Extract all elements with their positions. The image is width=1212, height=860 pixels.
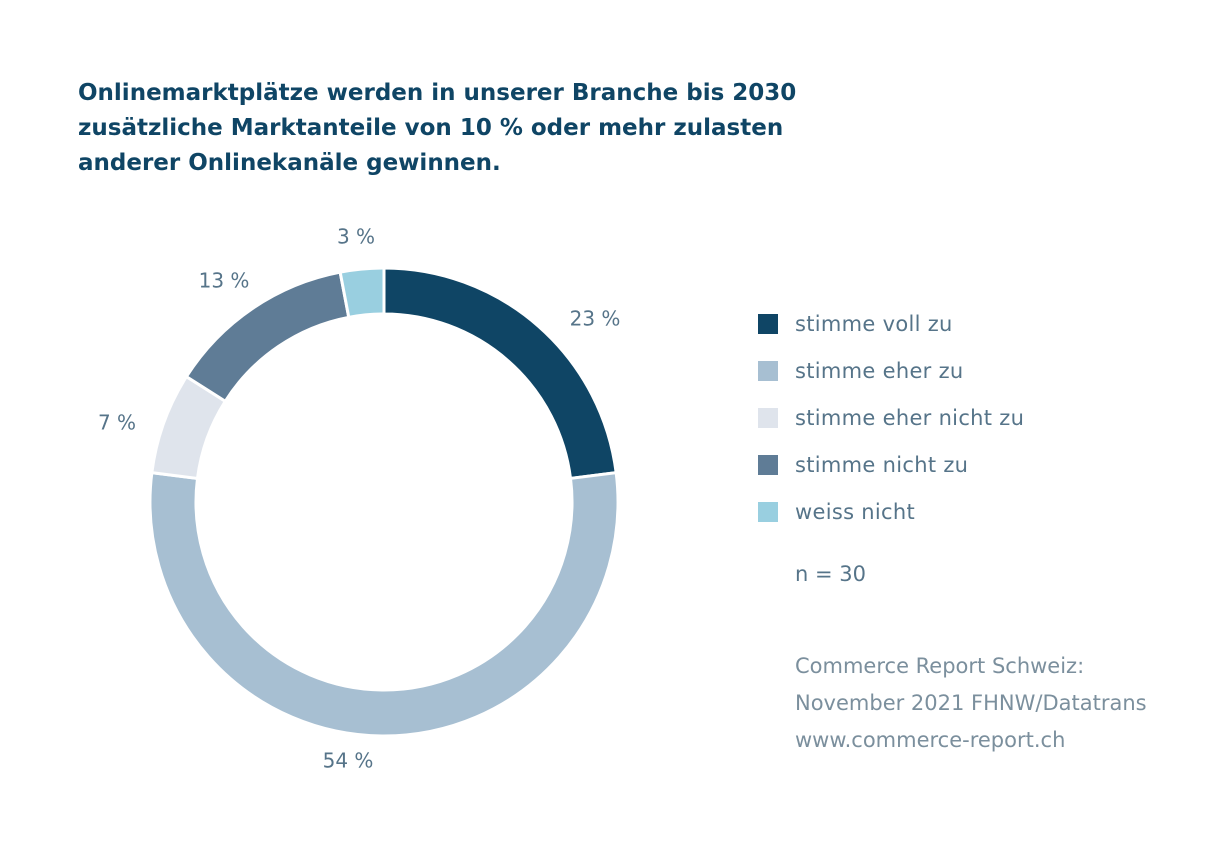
chart-title-line: zusätzliche Marktanteile von 10 % oder m… xyxy=(78,115,784,141)
legend-item: stimme voll zu xyxy=(758,300,1024,347)
legend-label: weiss nicht xyxy=(795,499,916,524)
sample-size-note: n = 30 xyxy=(795,562,866,586)
source-line: Commerce Report Schweiz: xyxy=(795,654,1085,678)
legend-item: weiss nicht xyxy=(758,488,1024,535)
legend-swatch xyxy=(758,407,778,428)
legend-swatch xyxy=(758,454,778,475)
legend-label: stimme voll zu xyxy=(795,311,953,336)
donut-slice-weiss-nicht xyxy=(338,266,386,320)
donut-slices xyxy=(148,266,620,738)
legend-swatch xyxy=(758,501,778,522)
source-note: Commerce Report Schweiz: November 2021 F… xyxy=(795,648,1147,759)
legend: stimme voll zu stimme eher zu stimme ehe… xyxy=(758,300,1024,535)
slice-value-label: 13 % xyxy=(199,269,250,293)
slice-value-label: 23 % xyxy=(570,307,621,331)
chart-title: Onlinemarktplätze werden in unserer Bran… xyxy=(78,76,878,181)
legend-label: stimme eher zu xyxy=(795,358,964,383)
source-line: November 2021 FHNW/Datatrans xyxy=(795,691,1147,715)
slice-value-label: 7 % xyxy=(98,411,136,435)
legend-item: stimme eher zu xyxy=(758,347,1024,394)
legend-swatch xyxy=(758,360,778,381)
donut-slice-stimme-eher-zu xyxy=(148,470,620,738)
chart-title-line: anderer Onlinekanäle gewinnen. xyxy=(78,150,501,176)
donut-slice-stimme-voll-zu xyxy=(382,266,618,481)
legend-item: stimme nicht zu xyxy=(758,441,1024,488)
legend-label: stimme nicht zu xyxy=(795,452,969,477)
chart-title-line: Onlinemarktplätze werden in unserer Bran… xyxy=(78,80,797,106)
slice-value-label: 3 % xyxy=(337,225,375,249)
legend-swatch xyxy=(758,313,778,334)
donut-value-labels: 23 % 54 % 7 % 13 % 3 % xyxy=(98,225,620,773)
source-line: www.commerce-report.ch xyxy=(795,728,1066,752)
slice-value-label: 54 % xyxy=(323,749,374,773)
legend-item: stimme eher nicht zu xyxy=(758,394,1024,441)
legend-label: stimme eher nicht zu xyxy=(795,405,1025,430)
